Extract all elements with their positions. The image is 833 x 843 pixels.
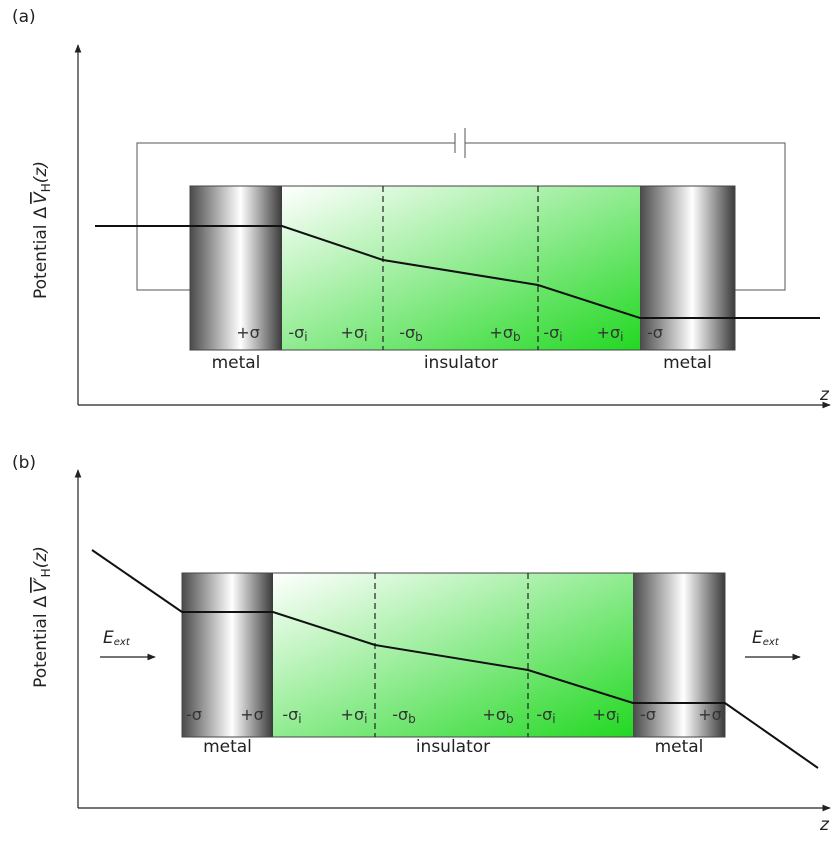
charge-sub: i (364, 712, 367, 726)
charge-symbol: +σ (236, 323, 260, 342)
y-prefix: Potential (31, 613, 51, 687)
charge-label: +σi (341, 323, 368, 344)
charge-symbol: -σ (282, 705, 298, 724)
charge-symbol: -σ (392, 705, 408, 724)
charge-label: +σ (236, 323, 260, 342)
charge-symbol: +σ (341, 705, 365, 724)
charge-sub: i (559, 330, 562, 344)
field-label: Eext (752, 628, 780, 648)
charge-label: -σ (647, 323, 663, 342)
panel: (b)zPotentialΔV′H(z)-σ+σ-σi+σi-σb+σb-σi+… (12, 453, 830, 835)
charge-symbol: +σ (698, 705, 722, 724)
panel: (a)zPotentialΔVH(z)+σ-σi+σi-σb+σb-σi+σi-… (12, 7, 830, 405)
charge-label: +σ (698, 705, 722, 724)
y-delta: Δ (31, 595, 51, 607)
panels: (a)zPotentialΔVH(z)+σ-σi+σi-σb+σb-σi+σi-… (12, 7, 830, 835)
charge-sub: i (620, 330, 623, 344)
y-prefix: Potential (31, 225, 51, 299)
z-label: z (819, 815, 830, 835)
charge-sub: i (298, 712, 301, 726)
z-label: z (819, 385, 830, 405)
y-axis-label: PotentialΔVH(z) (31, 161, 53, 299)
region-label: metal (212, 353, 261, 373)
charge-sub: i (364, 330, 367, 344)
charge-label: +σi (597, 323, 624, 344)
y-sub: H (39, 183, 53, 192)
charge-label: -σ (640, 705, 656, 724)
charge-sub: i (616, 712, 619, 726)
charge-symbol: +σ (240, 705, 264, 724)
insulator (273, 573, 633, 737)
region-label: metal (203, 737, 252, 757)
region-label: insulator (416, 737, 490, 757)
charge-symbol: -σ (647, 323, 663, 342)
region-label: metal (663, 353, 712, 373)
insulator (282, 186, 640, 350)
charge-sub: b (415, 330, 423, 344)
charge-symbol: -σ (640, 705, 656, 724)
charge-symbol: -σ (399, 323, 415, 342)
charge-sub: b (506, 712, 514, 726)
y-symbol: V′ (31, 577, 51, 593)
field-symbol: E (752, 628, 763, 648)
charge-label: +σ (240, 705, 264, 724)
charge-label: +σi (593, 705, 620, 726)
y-sub: H (39, 568, 53, 577)
charge-label: +σi (341, 705, 368, 726)
charge-symbol: -σ (186, 705, 202, 724)
charge-sub: i (552, 712, 555, 726)
field-sub: ext (114, 637, 131, 648)
charge-label: -σ (186, 705, 202, 724)
y-arg: (z) (31, 161, 51, 183)
charge-symbol: +σ (489, 323, 513, 342)
charge-symbol: +σ (593, 705, 617, 724)
charge-symbol: +σ (341, 323, 365, 342)
charge-symbol: -σ (536, 705, 552, 724)
panel-label: (b) (12, 453, 36, 473)
region-label: metal (655, 737, 704, 757)
region-label: insulator (424, 353, 498, 373)
diagram: (a)zPotentialΔVH(z)+σ-σi+σi-σb+σb-σi+σi-… (0, 0, 833, 839)
charge-sub: b (408, 712, 416, 726)
charge-symbol: -σ (288, 323, 304, 342)
charge-symbol: +σ (482, 705, 506, 724)
field-sub: ext (763, 637, 780, 648)
field-label: Eext (103, 628, 131, 648)
y-delta: Δ (31, 207, 51, 219)
charge-symbol: -σ (543, 323, 559, 342)
charge-sub: i (304, 330, 307, 344)
y-arg: (z) (31, 546, 51, 568)
panel-label: (a) (12, 7, 36, 27)
charge-symbol: +σ (597, 323, 621, 342)
y-axis-label: Potential Δ V′H(z) (31, 546, 53, 688)
charge-sub: b (513, 330, 521, 344)
field-symbol: E (103, 628, 114, 648)
